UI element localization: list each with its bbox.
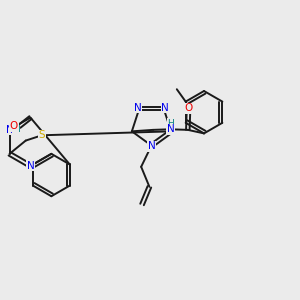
Text: H: H [167,119,174,128]
Text: O: O [184,103,193,113]
Text: N: N [167,124,175,134]
Text: N: N [134,103,142,113]
Text: S: S [39,130,45,140]
Text: H: H [13,125,20,134]
Text: N: N [27,161,34,171]
Text: N: N [161,103,169,113]
Text: N: N [148,141,155,151]
Text: N: N [6,125,14,135]
Text: O: O [10,122,18,131]
